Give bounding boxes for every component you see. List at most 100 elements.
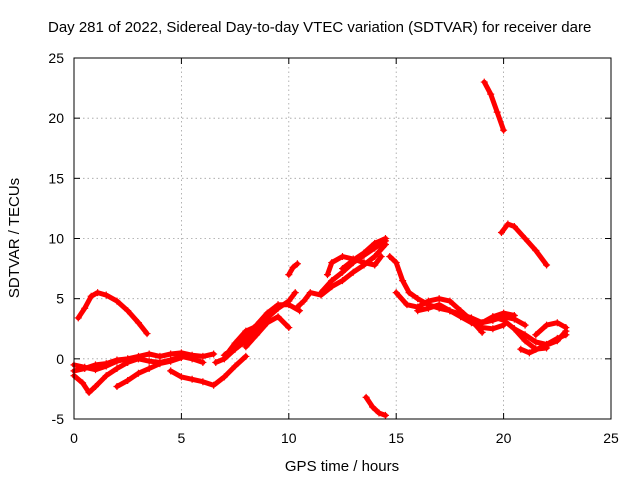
data-point bbox=[510, 325, 518, 333]
data-point bbox=[134, 369, 142, 377]
data-point bbox=[493, 108, 501, 116]
data-point bbox=[349, 268, 357, 276]
series-line bbox=[499, 221, 550, 268]
data-point bbox=[521, 331, 529, 339]
data-point bbox=[177, 373, 185, 381]
data-point bbox=[392, 259, 400, 267]
data-point bbox=[392, 289, 400, 297]
data-point bbox=[478, 319, 486, 327]
series-line bbox=[533, 320, 569, 338]
data-point bbox=[369, 403, 377, 411]
data-point bbox=[85, 389, 93, 397]
data-point bbox=[293, 260, 301, 268]
data-point bbox=[113, 297, 121, 305]
data-point bbox=[538, 343, 546, 351]
y-tick-label: 15 bbox=[48, 170, 64, 186]
series-arc-decline-b bbox=[392, 289, 486, 336]
data-point bbox=[532, 247, 540, 255]
x-tick-label: 15 bbox=[388, 430, 404, 446]
data-point bbox=[74, 314, 82, 322]
data-point bbox=[435, 301, 443, 309]
data-point bbox=[500, 126, 508, 134]
data-point bbox=[510, 222, 518, 230]
data-point bbox=[81, 363, 89, 371]
data-point bbox=[300, 297, 308, 305]
data-point bbox=[306, 289, 314, 297]
data-point bbox=[242, 343, 250, 351]
data-point bbox=[339, 265, 346, 273]
data-point bbox=[220, 351, 228, 359]
data-point bbox=[102, 372, 110, 380]
data-point bbox=[489, 325, 497, 333]
data-series bbox=[70, 78, 570, 419]
data-point bbox=[381, 235, 389, 242]
y-tick-label: 0 bbox=[56, 351, 64, 367]
data-point bbox=[521, 337, 529, 345]
data-point bbox=[293, 303, 301, 311]
x-tick-label: 25 bbox=[603, 430, 619, 446]
data-point bbox=[399, 277, 407, 285]
data-point bbox=[497, 228, 505, 236]
data-point bbox=[87, 292, 95, 300]
x-tick-label: 0 bbox=[70, 430, 78, 446]
series-arc-end-c bbox=[517, 327, 570, 357]
data-point bbox=[521, 235, 529, 242]
data-point bbox=[81, 304, 89, 312]
series-arc-morning-hump bbox=[74, 289, 151, 338]
data-point bbox=[188, 355, 196, 363]
data-point bbox=[517, 345, 525, 353]
data-point bbox=[220, 373, 228, 381]
series-arc-decline-c bbox=[414, 301, 508, 333]
y-tick-label: -5 bbox=[52, 411, 65, 427]
series-line bbox=[481, 79, 507, 133]
y-tick-label: 25 bbox=[48, 50, 64, 66]
data-point bbox=[446, 307, 454, 315]
plot-frame bbox=[73, 57, 612, 420]
data-point bbox=[145, 357, 153, 365]
data-point bbox=[381, 411, 389, 419]
data-point bbox=[457, 313, 465, 321]
data-point bbox=[199, 378, 207, 386]
data-point bbox=[145, 350, 153, 358]
data-point bbox=[405, 289, 413, 297]
data-point bbox=[188, 375, 196, 383]
series-arc-rise-c bbox=[242, 313, 293, 351]
data-point bbox=[167, 367, 175, 375]
data-point bbox=[360, 259, 368, 267]
data-point bbox=[242, 327, 250, 335]
data-point bbox=[403, 301, 411, 309]
series-line bbox=[294, 242, 388, 310]
data-point bbox=[504, 220, 512, 228]
data-point bbox=[285, 301, 293, 309]
data-point bbox=[360, 249, 368, 257]
data-point bbox=[532, 331, 540, 339]
x-axis-label: GPS time / hours bbox=[285, 458, 399, 475]
series-line bbox=[363, 394, 388, 418]
data-point bbox=[274, 313, 282, 321]
series-arc-top bbox=[480, 78, 508, 134]
data-point bbox=[113, 357, 121, 365]
data-point bbox=[446, 297, 454, 305]
x-tick-label: 10 bbox=[281, 430, 297, 446]
data-point bbox=[134, 355, 142, 363]
data-point bbox=[242, 352, 250, 360]
data-point bbox=[102, 362, 110, 370]
data-point bbox=[285, 271, 293, 279]
chart-title: Day 281 of 2022, Sidereal Day-to-day VTE… bbox=[48, 19, 591, 36]
series-line bbox=[75, 290, 150, 337]
data-point bbox=[328, 259, 336, 267]
y-axis-label: SDTVAR / TECUs bbox=[6, 178, 23, 298]
data-point bbox=[349, 256, 357, 264]
data-point bbox=[386, 253, 394, 261]
data-point bbox=[553, 337, 561, 345]
series-line bbox=[226, 323, 260, 355]
data-point bbox=[377, 253, 385, 261]
data-point bbox=[274, 301, 282, 309]
data-point bbox=[145, 364, 153, 372]
y-tick-label: 10 bbox=[48, 231, 64, 247]
data-point bbox=[199, 352, 207, 360]
data-point bbox=[371, 239, 379, 247]
data-point bbox=[521, 321, 529, 329]
data-point bbox=[553, 319, 561, 327]
data-point bbox=[500, 313, 508, 321]
